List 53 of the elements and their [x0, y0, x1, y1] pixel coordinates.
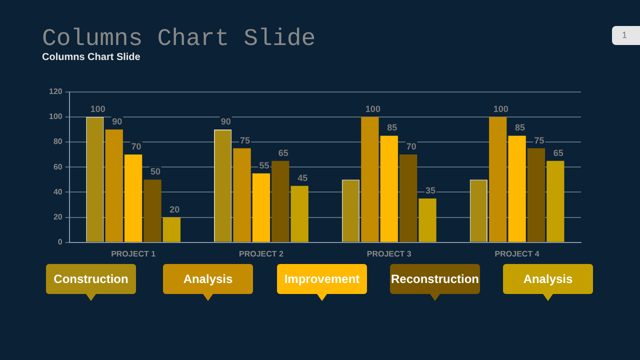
bar: [418, 198, 436, 242]
bar: [361, 116, 379, 242]
data-label: 100: [493, 104, 508, 114]
y-tick-label: 100: [48, 112, 63, 122]
y-tick-label: 0: [58, 238, 63, 247]
chart-subtitle: Columns Chart Slide: [42, 52, 140, 63]
bar: [105, 129, 123, 242]
bar: [380, 136, 398, 242]
data-label: 50: [150, 166, 160, 177]
data-label: 90: [220, 116, 231, 126]
data-label: 65: [553, 148, 564, 158]
bar: [144, 180, 162, 242]
bar: [290, 186, 308, 242]
data-label: 100: [90, 104, 106, 114]
x-tick-label: PROJECT 3: [366, 249, 412, 258]
y-tick-label: 40: [53, 187, 63, 196]
y-tick-label: 20: [53, 212, 63, 222]
data-label: 35: [425, 185, 436, 196]
y-tick-label: 60: [53, 162, 63, 172]
bar: [399, 154, 418, 242]
chart-title: Columns Chart Slide: [42, 26, 316, 53]
text: 1: [612, 26, 640, 45]
bar: [546, 160, 564, 242]
x-tick-label: PROJECT 2: [238, 249, 284, 258]
bar: [527, 148, 546, 242]
data-label: 85: [387, 122, 398, 133]
data-label: 55: [259, 160, 270, 170]
data-label: 65: [278, 148, 288, 158]
data-label: 70: [131, 142, 142, 152]
data-label: 85: [515, 122, 526, 133]
data-label: 90: [112, 116, 122, 126]
bar: [252, 173, 270, 242]
data-label: 20: [170, 204, 180, 214]
bar: [508, 136, 526, 242]
data-label: 75: [534, 135, 544, 146]
data-label: 45: [298, 172, 308, 183]
bar: [233, 148, 251, 242]
bar: [124, 154, 142, 242]
text: Improvement: [284, 272, 360, 286]
text: Reconstruction: [390, 272, 479, 286]
x-tick-label: PROJECT 4: [494, 249, 540, 258]
y-tick-label: 120: [48, 87, 63, 96]
bar: [489, 116, 507, 242]
data-label: 100: [365, 104, 380, 114]
y-tick-label: 80: [53, 137, 63, 146]
x-tick-label: PROJECT 1: [111, 249, 156, 258]
text: Construction: [54, 272, 128, 286]
text: Analysis: [183, 272, 233, 286]
bar: [162, 217, 181, 242]
data-label: 70: [406, 142, 416, 152]
text: Analysis: [523, 272, 573, 286]
bar: [272, 160, 290, 242]
data-label: 75: [240, 135, 250, 146]
